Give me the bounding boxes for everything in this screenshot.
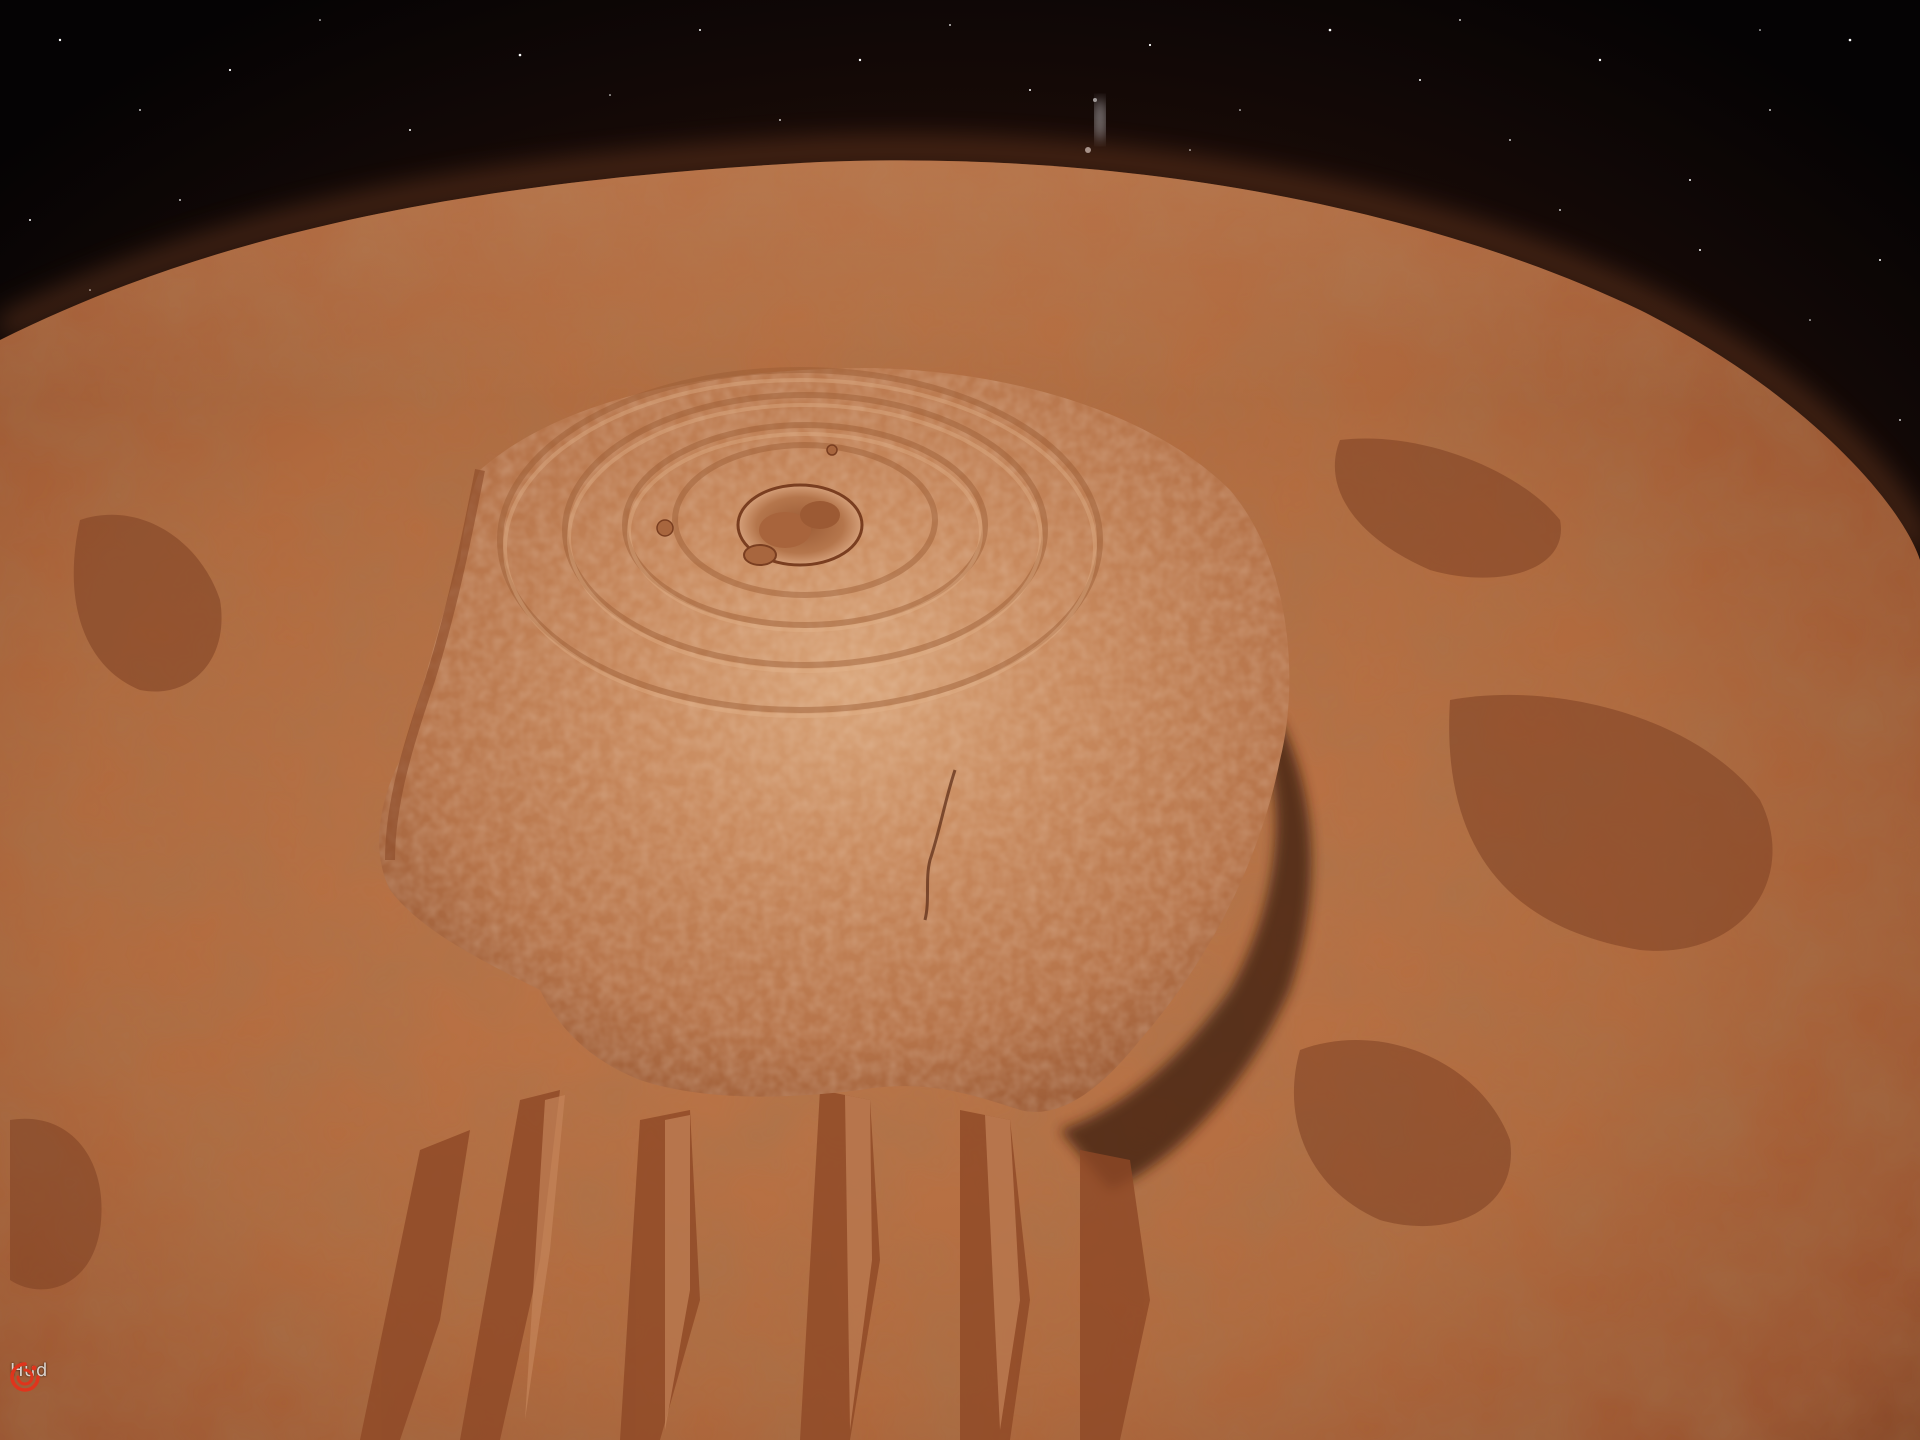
atmosphere-limb bbox=[0, 139, 1920, 554]
escarpment-shadow bbox=[1060, 720, 1312, 1190]
flank-fissure bbox=[923, 769, 957, 921]
shield-left-edge bbox=[385, 469, 485, 861]
planet-surface bbox=[0, 160, 1920, 1440]
volcano-terraces bbox=[497, 367, 1103, 713]
hud-toggle[interactable]: Hud bbox=[8, 1360, 56, 1430]
terrain-patches bbox=[10, 438, 1773, 1290]
summit-caldera bbox=[656, 444, 864, 567]
starfield bbox=[29, 19, 1901, 421]
power-swirl-icon bbox=[10, 1362, 40, 1392]
